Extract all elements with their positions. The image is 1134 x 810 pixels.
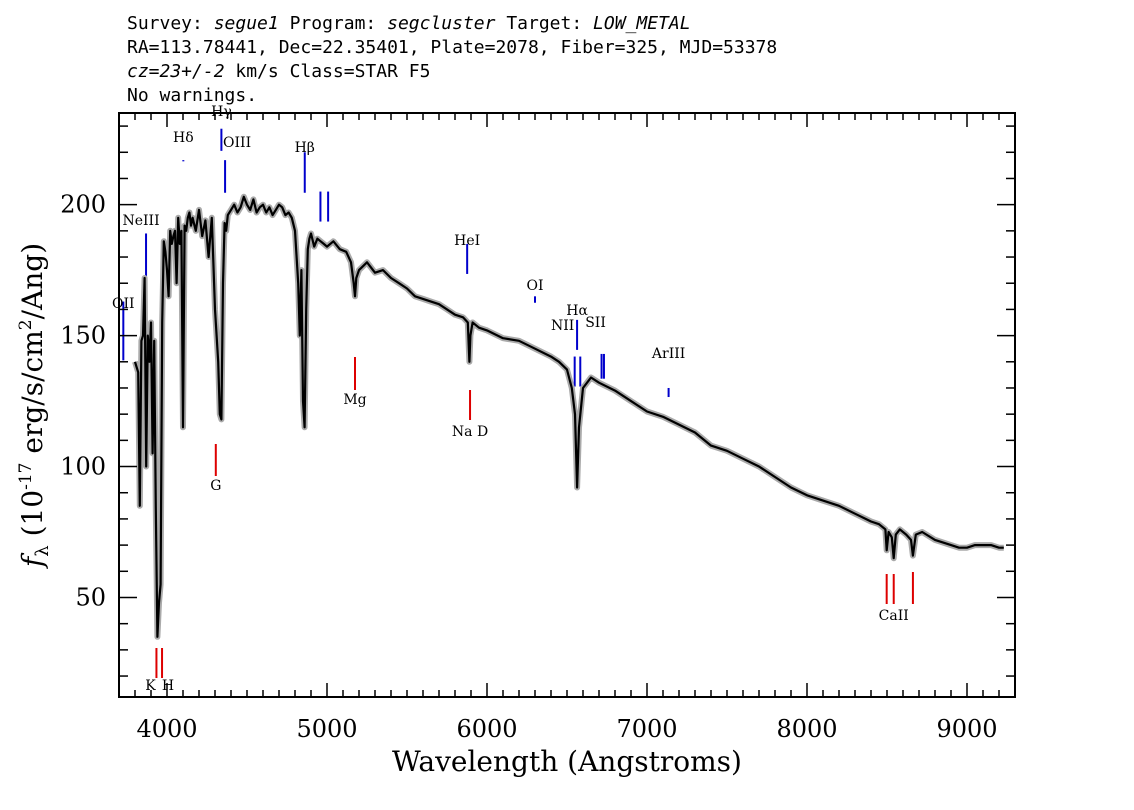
x-axis-label: Wavelength (Angstroms)	[392, 745, 742, 778]
absorption-line-label: Na D	[452, 424, 488, 440]
y-tick-label: 150	[60, 322, 106, 350]
emission-line-label: OIII	[223, 135, 251, 151]
header-line-coordinates: RA=113.78441, Dec=22.35401, Plate=2078, …	[127, 37, 778, 58]
x-tick-label: 9000	[936, 715, 997, 743]
emission-line-label: HeI	[454, 233, 480, 249]
spectrum-line	[133, 195, 1004, 638]
emission-line-label: ArIII	[651, 346, 685, 362]
absorption-line-label: G	[210, 478, 221, 494]
emission-line-label: OI	[526, 278, 543, 294]
error-band	[132, 193, 1004, 640]
emission-line-label: Hδ	[173, 130, 194, 146]
emission-line-label: Hα	[566, 303, 588, 319]
emission-line-label: OII	[112, 296, 135, 312]
emission-line-label: NII	[551, 318, 574, 334]
emission-line-label: SII	[585, 315, 606, 331]
x-tick-label: 6000	[456, 715, 517, 743]
absorption-line-label: K	[145, 678, 156, 694]
survey-name: segue1	[213, 13, 279, 34]
target-name: LOW_METAL	[593, 13, 691, 34]
program-name: segcluster	[387, 13, 496, 34]
y-tick-label: 50	[75, 583, 106, 611]
absorption-line-label: CaII	[879, 608, 909, 624]
emission-line-label: Hβ	[295, 140, 315, 156]
header-line-survey: Survey: segue1 Program: segcluster Targe…	[127, 13, 691, 34]
spectrum-header: Survey: segue1 Program: segcluster Targe…	[127, 12, 777, 108]
x-tick-label: 4000	[136, 715, 197, 743]
axis-ticks: 4000 5000 6000 7000 8000 9000 50 100 150 200	[60, 113, 1016, 743]
x-tick-label: 8000	[776, 715, 837, 743]
absorption-line-label: H	[162, 678, 174, 694]
emission-line-label: NeIII	[122, 213, 159, 229]
x-tick-label: 5000	[296, 715, 357, 743]
header-line-warnings: No warnings.	[127, 85, 258, 106]
y-tick-label: 200	[60, 191, 106, 219]
redshift-value: cz=23+/-2	[127, 61, 225, 82]
x-tick-label: 7000	[616, 715, 677, 743]
absorption-line-label: Mg	[343, 392, 366, 408]
y-tick-label: 100	[60, 453, 106, 481]
header-line-redshift: cz=23+/-2 km/s Class=STAR F5	[127, 61, 431, 82]
y-axis-label: fλ (10-17 erg/s/cm2/Ang)	[16, 243, 53, 569]
